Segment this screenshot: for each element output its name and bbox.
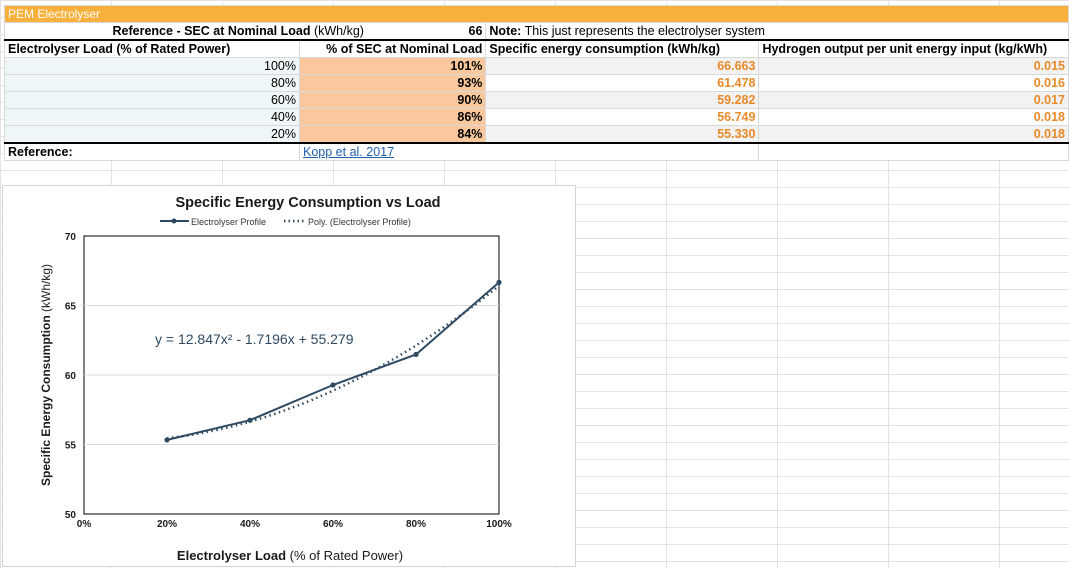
cell-load[interactable]: 80% xyxy=(3,74,301,92)
electrolyser-table: PEM Electrolyser Reference - SEC at Nomi… xyxy=(3,5,1069,161)
cell-sec[interactable]: 59.282 xyxy=(485,91,760,109)
y-axis-label: Specific Energy Consumption (kWh/kg) xyxy=(39,264,53,486)
data-point xyxy=(164,437,170,443)
cell-load[interactable]: 100% xyxy=(3,57,301,75)
table-row: 40% 86% 56.749 0.018 xyxy=(3,108,1069,126)
cell-sec[interactable]: 55.330 xyxy=(485,125,760,144)
reference-label: Reference - SEC at Nominal Load xyxy=(112,24,311,38)
reference-link[interactable]: Kopp et al. 2017 xyxy=(303,145,395,159)
x-tick-label: 20% xyxy=(157,519,177,530)
y-tick-label: 60 xyxy=(65,371,77,382)
table-row: 80% 93% 61.478 0.016 xyxy=(3,74,1069,92)
cell-h2[interactable]: 0.015 xyxy=(758,57,1069,75)
legend-trend-label: Poly. (Electrolyser Profile) xyxy=(308,217,411,227)
cell-load[interactable]: 60% xyxy=(3,91,301,109)
sheet-title[interactable]: PEM Electrolyser xyxy=(4,5,1069,23)
grid-lines xyxy=(84,305,499,445)
y-tick-label: 50 xyxy=(65,510,77,521)
cell-h2[interactable]: 0.017 xyxy=(758,91,1069,109)
x-tick-label: 100% xyxy=(486,519,512,530)
cell-h2[interactable]: 0.018 xyxy=(758,125,1069,144)
chart-title: Specific Energy Consumption vs Load xyxy=(175,195,440,211)
cell-pct[interactable]: 93% xyxy=(299,74,487,92)
data-point xyxy=(247,417,253,423)
data-point xyxy=(496,279,502,285)
cell-pct[interactable]: 84% xyxy=(299,125,487,144)
cell-pct[interactable]: 90% xyxy=(299,91,487,109)
reference-label-cell[interactable]: Reference - SEC at Nominal Load (kWh/kg)… xyxy=(3,22,487,41)
x-tick-label: 80% xyxy=(406,519,426,530)
x-tick-label: 60% xyxy=(323,519,343,530)
x-axis-label-rest: (% of Rated Power) xyxy=(290,548,403,563)
cell-pct[interactable]: 101% xyxy=(299,57,487,75)
cell-sec[interactable]: 61.478 xyxy=(485,74,760,92)
y-axis-label-rest: (kWh/kg) xyxy=(39,264,53,312)
table-row: 100% 101% 66.663 0.015 xyxy=(3,57,1069,75)
sec-chart: Specific Energy Consumption vs Load Elec… xyxy=(39,195,512,563)
reference-value: 66 xyxy=(468,24,483,38)
legend-marker xyxy=(171,218,177,224)
series-line-electrolyser-profile xyxy=(166,281,500,441)
note-cell[interactable]: Note: This just represents the electroly… xyxy=(485,22,1069,41)
chart-area[interactable]: Specific Energy Consumption vs Load Elec… xyxy=(2,185,576,567)
x-tick-labels: 0% 20% 40% 60% 80% 100% xyxy=(77,519,512,530)
y-axis-label-bold: Specific Energy Consumption xyxy=(39,315,53,486)
cell-sec[interactable]: 56.749 xyxy=(485,108,760,126)
x-tick-label: 40% xyxy=(240,519,260,530)
cell-sec[interactable]: 66.663 xyxy=(485,57,760,75)
cell-h2[interactable]: 0.018 xyxy=(758,108,1069,126)
header-sec[interactable]: Specific energy consumption (kWh/kg) xyxy=(485,39,760,58)
x-axis-label: Electrolyser Load (% of Rated Power) xyxy=(177,548,403,563)
legend-series-label: Electrolyser Profile xyxy=(191,217,266,227)
reference-unit: (kWh/kg) xyxy=(313,24,364,38)
reference-source-cell[interactable]: Kopp et al. 2017 xyxy=(299,142,760,161)
trendline xyxy=(166,285,500,440)
reference-source-label[interactable]: Reference: xyxy=(3,142,301,161)
y-tick-labels: 50 55 60 65 70 xyxy=(65,232,77,521)
note-label: Note: xyxy=(489,24,522,38)
cell-h2[interactable]: 0.016 xyxy=(758,74,1069,92)
header-h2[interactable]: Hydrogen output per unit energy input (k… xyxy=(758,39,1069,58)
reference-row: Reference - SEC at Nominal Load (kWh/kg)… xyxy=(3,22,1069,41)
trendline-equation: y = 12.847x² - 1.7196x + 55.279 xyxy=(155,331,354,347)
empty-cell[interactable] xyxy=(758,142,1069,161)
x-axis-label-bold: Electrolyser Load xyxy=(177,548,286,563)
header-load[interactable]: Electrolyser Load (% of Rated Power) xyxy=(3,39,301,58)
cell-load[interactable]: 40% xyxy=(3,108,301,126)
x-tick-label: 0% xyxy=(77,519,92,530)
note-text: This just represents the electrolyser sy… xyxy=(524,24,765,38)
reference-source-row: Reference: Kopp et al. 2017 xyxy=(3,142,1069,161)
data-points xyxy=(164,279,502,443)
y-tick-label: 65 xyxy=(65,302,77,313)
y-tick-label: 55 xyxy=(65,441,77,452)
table-row: 20% 84% 55.330 0.018 xyxy=(3,125,1069,144)
title-row: PEM Electrolyser xyxy=(4,5,1069,23)
header-row: Electrolyser Load (% of Rated Power) % o… xyxy=(3,39,1069,58)
chart-legend: Electrolyser Profile Poly. (Electrolyser… xyxy=(160,217,411,227)
y-tick-label: 70 xyxy=(65,232,77,243)
data-point xyxy=(413,351,419,358)
table-row: 60% 90% 59.282 0.017 xyxy=(3,91,1069,109)
cell-pct[interactable]: 86% xyxy=(299,108,487,126)
data-point xyxy=(330,382,336,388)
header-pct[interactable]: % of SEC at Nominal Load xyxy=(299,39,487,58)
cell-load[interactable]: 20% xyxy=(3,125,301,144)
